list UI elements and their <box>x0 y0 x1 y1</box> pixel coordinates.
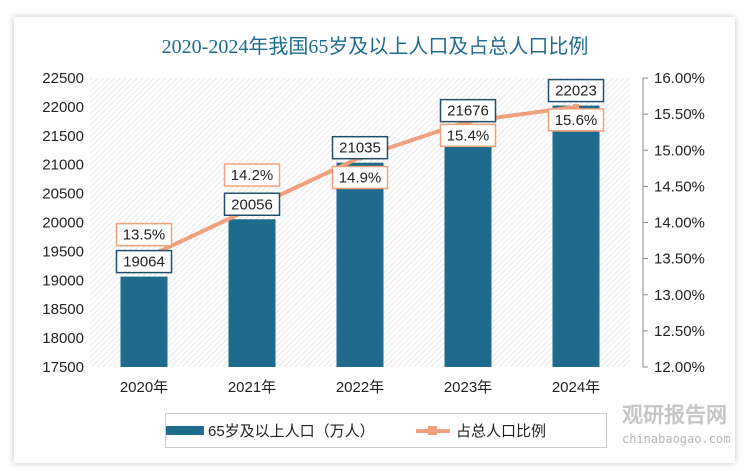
left-axis-tick: 18000 <box>42 330 84 347</box>
right-axis-tick: 12.50% <box>654 323 705 340</box>
x-axis-tick: 2022年 <box>336 379 384 396</box>
bar-data-label-box <box>547 78 605 103</box>
bar <box>336 162 384 367</box>
bar-swatch-icon <box>166 426 204 435</box>
x-axis-tick: 2023年 <box>444 379 492 396</box>
legend: 65岁及以上人口（万人） 占总人口比例 <box>165 413 607 448</box>
left-axis-tick: 19000 <box>42 272 84 289</box>
right-axis-tick: 13.00% <box>654 287 705 304</box>
ratio-data-label: 14.2% <box>231 167 274 184</box>
right-axis-tick: 13.50% <box>654 251 705 268</box>
bar-data-label-box <box>223 192 281 217</box>
legend-item-ratio: 占总人口比例 <box>416 420 546 441</box>
legend-item-population: 65岁及以上人口（万人） <box>166 420 375 441</box>
ratio-data-label: 13.5% <box>123 227 166 244</box>
bar <box>444 125 492 367</box>
right-axis-tick: 14.00% <box>654 215 705 232</box>
watermark-logo: 观研报告网 <box>622 404 727 427</box>
bar-data-label-box <box>331 135 389 160</box>
right-axis-tick: 15.00% <box>654 142 705 159</box>
ratio-data-label-box <box>547 108 605 132</box>
legend-label: 65岁及以上人口（万人） <box>208 423 375 440</box>
bar-data-label: 19064 <box>123 254 165 271</box>
ratio-point <box>573 103 579 110</box>
bar-data-label: 22023 <box>555 83 597 100</box>
ratio-data-label-box <box>331 165 389 190</box>
ratio-data-label: 14.9% <box>339 169 382 186</box>
bar-data-label: 21035 <box>339 140 381 157</box>
chart-title: 2020-2024年我国65岁及以上人口及占总人口比例 <box>161 36 589 58</box>
x-axis-tick: 2024年 <box>552 379 600 396</box>
left-axis-tick: 22500 <box>42 70 84 87</box>
left-axis-tick: 20500 <box>42 186 84 203</box>
legend-label: 占总人口比例 <box>456 423 547 440</box>
ratio-data-label-box <box>439 123 497 148</box>
bar <box>552 105 600 367</box>
left-axis-tick: 21500 <box>42 128 84 145</box>
line-swatch-icon <box>416 425 450 435</box>
bar-data-label: 21676 <box>447 103 489 120</box>
left-axis-tick: 19500 <box>42 243 84 260</box>
x-axis-tick: 2021年 <box>228 379 276 396</box>
left-axis-tick: 18500 <box>42 301 84 318</box>
left-axis-tick: 20000 <box>42 215 84 232</box>
bar <box>120 276 168 367</box>
right-axis-tick: 16.00% <box>654 70 705 87</box>
bar-data-label-box <box>439 98 497 123</box>
left-axis-tick: 22000 <box>42 99 84 116</box>
right-axis-tick: 12.00% <box>654 359 705 376</box>
left-axis-tick: 21000 <box>42 157 84 174</box>
left-axis-tick: 17500 <box>42 359 84 376</box>
right-axis-tick: 14.50% <box>654 178 705 195</box>
right-axis-tick: 15.50% <box>654 106 705 123</box>
ratio-data-label: 15.4% <box>447 127 490 144</box>
watermark-url: chinabaogao.com <box>622 432 731 446</box>
bar-data-label: 20056 <box>231 196 273 213</box>
x-axis-tick: 2020年 <box>120 379 168 396</box>
bar <box>228 219 276 367</box>
bar-data-label-box <box>115 249 173 274</box>
ratio-data-label: 15.6% <box>555 112 598 129</box>
ratio-data-label-box <box>223 163 281 187</box>
ratio-data-label-box <box>115 222 173 247</box>
